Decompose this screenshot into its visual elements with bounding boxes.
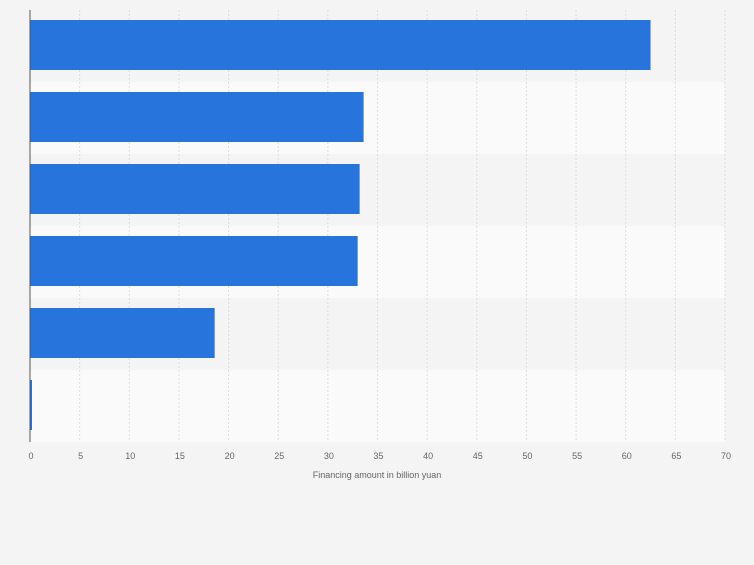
bar — [30, 380, 32, 430]
gridlines — [79, 10, 726, 442]
bar — [30, 236, 358, 286]
x-tick-label: 45 — [473, 451, 483, 461]
x-tick-label: 50 — [522, 451, 532, 461]
x-tick-label: 55 — [572, 451, 582, 461]
x-tick-label: 60 — [622, 451, 632, 461]
bars — [30, 20, 651, 430]
x-axis-ticks: 0 5 10 15 20 25 30 35 40 45 50 55 60 65 70 — [28, 451, 731, 461]
bar — [30, 308, 215, 358]
x-tick-label: 30 — [324, 451, 334, 461]
x-tick-label: 65 — [671, 451, 681, 461]
x-tick-label: 40 — [423, 451, 433, 461]
x-tick-label: 35 — [373, 451, 383, 461]
x-tick-label: 25 — [274, 451, 284, 461]
x-tick-label: 0 — [28, 451, 33, 461]
x-tick-label: 20 — [225, 451, 235, 461]
x-axis-label: Financing amount in billion yuan — [313, 470, 442, 480]
x-tick-label: 70 — [721, 451, 731, 461]
bar — [30, 20, 651, 70]
x-tick-label: 5 — [78, 451, 83, 461]
bar — [30, 164, 360, 214]
x-tick-label: 15 — [175, 451, 185, 461]
x-tick-label: 10 — [125, 451, 135, 461]
bar — [30, 92, 364, 142]
